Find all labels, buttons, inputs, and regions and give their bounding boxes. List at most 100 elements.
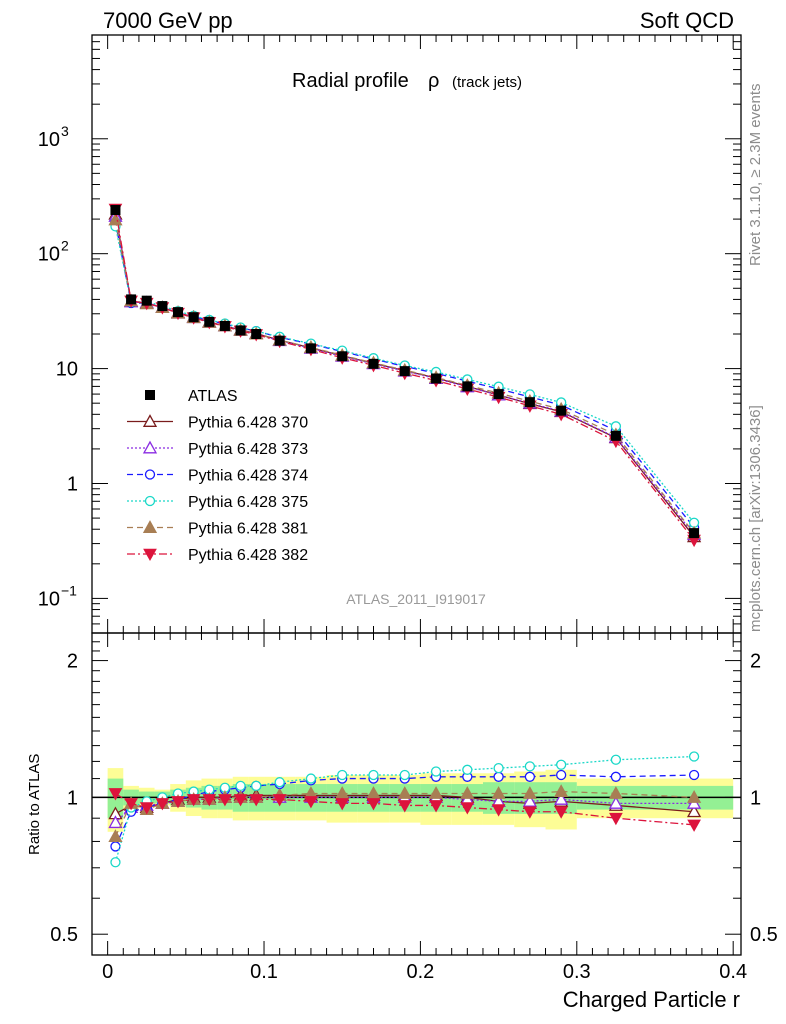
x-tick-label: 0.1: [250, 961, 278, 983]
data-point: [399, 366, 410, 377]
series-marker-ratio-5: [366, 798, 381, 811]
series-marker-ratio-3: [556, 759, 567, 770]
y-tick-label-ratio-right: 1: [750, 787, 761, 809]
data-point: [251, 329, 262, 339]
series-marker-ratio-5: [186, 794, 201, 807]
series-marker-ratio-3: [274, 777, 285, 788]
series-marker-ratio-2: [524, 771, 536, 782]
legend-label: Pythia 6.428 382: [188, 547, 308, 564]
series-marker-ratio-5: [155, 798, 170, 811]
series-marker-ratio-3: [610, 754, 622, 765]
series-marker-ratio-5: [523, 806, 537, 819]
series-marker-ratio-0: [686, 804, 702, 818]
series-line-ratio-4: [114, 790, 695, 837]
series-marker-ratio-3: [688, 751, 700, 762]
series-marker-ratio-5: [397, 800, 412, 813]
y-tick-label-main: 10: [38, 129, 60, 151]
data-point: [188, 312, 199, 323]
series-marker-ratio-5: [218, 794, 232, 807]
series-marker-ratio-5: [108, 788, 123, 801]
series-line-main-5: [114, 208, 695, 541]
series-marker-ratio-4: [686, 790, 702, 803]
series-marker-ratio-3: [462, 764, 473, 775]
legend-marker: [142, 520, 158, 533]
chart-title-rho: ρ: [428, 70, 439, 92]
series-marker-ratio-5: [249, 794, 264, 807]
series-marker-ratio-2: [610, 771, 622, 782]
series-marker-ratio-1: [608, 796, 623, 809]
y-tick-label-main: 10: [56, 359, 78, 381]
data-point: [204, 316, 215, 327]
series-marker-ratio-5: [124, 798, 138, 811]
analysis-id-label: ATLAS_2011_I919017: [346, 591, 486, 607]
y-tick-label-ratio: 2: [67, 651, 78, 673]
series-marker-ratio-4: [554, 784, 569, 798]
data-point: [689, 528, 700, 539]
series-marker-ratio-3: [251, 780, 262, 792]
legend-marker: [143, 548, 157, 562]
legend-marker: [142, 414, 158, 427]
y-tick-label-main: 10: [38, 588, 60, 610]
y-tick-label-main: 1: [67, 474, 78, 496]
legend: ATLAS Pythia 6.428 370 Pythia 6.428 373 Pyt…: [127, 388, 308, 564]
x-tick-label: 0.4: [719, 961, 747, 983]
series-marker-ratio-1: [554, 792, 569, 805]
series-marker-ratio-3: [368, 769, 379, 781]
series-marker-ratio-4: [108, 829, 123, 843]
series-marker-ratio-3: [524, 761, 536, 772]
series-line-ratio-1: [115, 796, 695, 824]
series-line-ratio-0: [115, 794, 695, 815]
series-marker-ratio-2: [688, 769, 700, 781]
data-point: [524, 397, 535, 408]
ratio-y-axis-label: Ratio to ATLAS: [26, 754, 43, 855]
series-marker-main-4: [108, 212, 123, 226]
series-marker-ratio-3: [235, 780, 246, 792]
data-point: [431, 373, 442, 384]
data-point: [305, 343, 316, 354]
legend-marker: [142, 440, 158, 454]
series-marker-ratio-5: [202, 794, 217, 807]
x-axis-label: Charged Particle r: [563, 987, 740, 1012]
data-point: [126, 294, 137, 305]
series-marker-ratio-4: [491, 786, 506, 799]
y-tick-exponent-main: 2: [61, 238, 69, 254]
ratio-panel-frame: [91, 632, 742, 956]
data-point: [173, 307, 184, 318]
chart-title-subtitle: (track jets): [452, 74, 522, 91]
data-point: [556, 405, 567, 416]
series-marker-ratio-3: [493, 762, 504, 774]
y-tick-label-ratio-right: 0.5: [750, 924, 778, 946]
legend-label: ATLAS: [188, 388, 238, 405]
series-marker-ratio-4: [460, 786, 475, 799]
series-marker-ratio-3: [430, 766, 442, 777]
series-marker-ratio-1: [108, 815, 123, 829]
series-marker-ratio-3: [399, 769, 410, 781]
y-tick-label-ratio: 1: [67, 787, 78, 809]
series-marker-ratio-5: [491, 804, 506, 817]
series-marker-ratio-5: [687, 819, 701, 832]
series-marker-ratio-3: [305, 773, 317, 784]
series-marker-ratio-4: [428, 786, 444, 799]
process-label: Soft QCD: [639, 8, 734, 33]
legend-marker: [144, 495, 156, 507]
series-marker-ratio-5: [272, 794, 287, 807]
data-point: [141, 295, 152, 306]
main-panel-frame: [91, 34, 742, 634]
series-marker-ratio-4: [397, 786, 412, 799]
y-tick-label-ratio: 0.5: [50, 924, 78, 946]
data-point: [274, 335, 285, 346]
data-point: [493, 389, 504, 400]
series-marker-ratio-1: [522, 794, 537, 807]
x-tick-label: 0.2: [407, 961, 435, 983]
y-tick-exponent-main: −1: [61, 582, 77, 598]
series-marker-ratio-5: [554, 806, 569, 819]
series-marker-ratio-2: [493, 771, 504, 782]
legend-marker: [144, 469, 156, 480]
legend-marker: [145, 390, 155, 400]
data-point: [110, 204, 121, 215]
data-point: [462, 381, 473, 392]
y-tick-exponent-main: 3: [61, 123, 69, 139]
series-marker-ratio-3: [110, 857, 121, 868]
